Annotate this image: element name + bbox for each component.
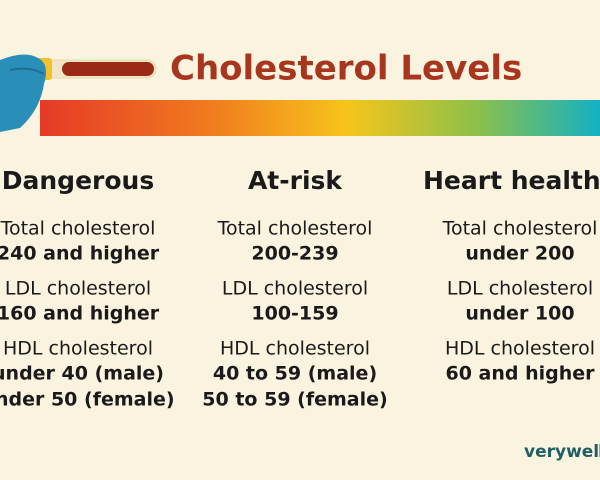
item-value: 240 and higher <box>0 243 160 265</box>
item-label: LDL cholesterol <box>222 278 368 300</box>
glove <box>0 54 46 132</box>
item-label: HDL cholesterol <box>445 338 595 360</box>
item-value: under 200 <box>465 243 574 265</box>
item-value: 200-239 <box>251 243 338 265</box>
item-value: 40 to 59 (male) <box>213 363 377 385</box>
title: Cholesterol Levels <box>170 49 522 89</box>
brand-name: verywell <box>524 442 600 462</box>
item-label: Total cholesterol <box>217 218 373 240</box>
item-value: under 40 (male) <box>0 363 164 385</box>
brand-suffix: health <box>598 442 600 462</box>
glove-finger <box>9 67 45 75</box>
item-label: HDL cholesterol <box>3 338 153 360</box>
item-value: 100-159 <box>251 303 338 325</box>
hand-with-tube <box>0 54 157 132</box>
item-value: 50 to 59 (female) <box>202 389 387 411</box>
item-label: HDL cholesterol <box>220 338 370 360</box>
item-value: under 50 (female) <box>0 389 175 411</box>
item-label: Total cholesterol <box>442 218 598 240</box>
columns: Dangerous Total cholesterol 240 and higher… <box>0 166 600 411</box>
column-heading: Dangerous <box>2 166 154 195</box>
column-heading: Heart healthy <box>423 166 600 195</box>
item-label: LDL cholesterol <box>5 278 151 300</box>
tube-blood <box>62 62 154 76</box>
item-value: 160 and higher <box>0 303 160 325</box>
item-value: under 100 <box>465 303 574 325</box>
column-heading: At-risk <box>248 166 343 195</box>
item-label: LDL cholesterol <box>447 278 593 300</box>
item-label: Total cholesterol <box>0 218 155 240</box>
gradient-bar <box>40 100 600 136</box>
item-value: 60 and higher <box>445 363 595 385</box>
